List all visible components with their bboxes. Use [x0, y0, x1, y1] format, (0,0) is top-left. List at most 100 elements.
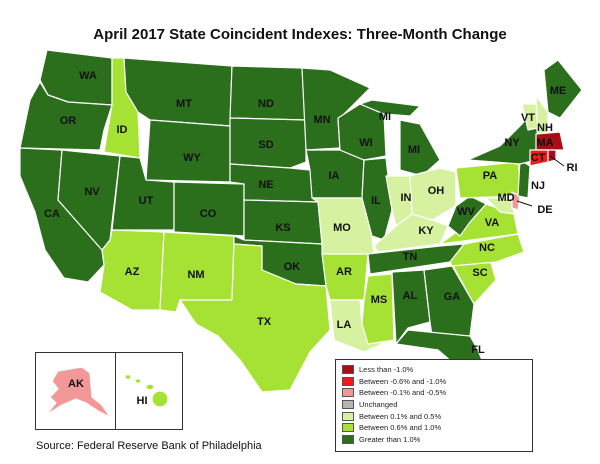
legend-item-unchanged: Unchanged: [342, 399, 526, 411]
label-mt: MT: [176, 98, 192, 110]
label-nc: NC: [479, 242, 495, 254]
label-mn: MN: [313, 114, 330, 126]
hawaii-island-big[interactable]: [151, 390, 169, 408]
label-in: IN: [401, 192, 412, 204]
hawaii-island-kauai[interactable]: [124, 373, 132, 381]
state-nd[interactable]: [229, 65, 307, 121]
label-nj: NJ: [531, 180, 545, 192]
label-ny: NY: [504, 137, 520, 149]
label-ct: CT: [531, 152, 546, 164]
label-vt: VT: [521, 112, 535, 124]
label-nm: NM: [187, 269, 204, 281]
hawaii-islands: [124, 373, 169, 408]
ri-leader-line: [549, 155, 565, 167]
legend-item-neg-06-to-neg-1: Between -0.6% and -1.0%: [342, 376, 526, 388]
label-nv: NV: [84, 186, 100, 198]
label-hi: HI: [137, 395, 148, 407]
state-mi-lower[interactable]: [399, 119, 441, 177]
label-la: LA: [337, 319, 352, 331]
legend-label: Between 0.6% and 1.0%: [359, 423, 442, 433]
label-wi: WI: [359, 137, 372, 149]
legend-label: Unchanged: [359, 400, 398, 410]
label-al: AL: [403, 290, 418, 302]
legend-swatch: [342, 376, 354, 386]
label-oh: OH: [428, 185, 445, 197]
label-ma: MA: [536, 137, 553, 149]
label-ia: IA: [329, 170, 340, 182]
state-ky[interactable]: [373, 213, 449, 253]
label-ri: RI: [567, 162, 578, 174]
label-il: IL: [371, 195, 381, 207]
state-nj[interactable]: [517, 159, 531, 199]
label-ks: KS: [275, 222, 290, 234]
hawaii-inset: HI: [115, 352, 183, 430]
legend-label: Less than -1.0%: [359, 365, 414, 375]
legend-swatch: [342, 434, 354, 444]
state-labels: WA OR CA NV ID MT WY UT CO AZ NM ND SD N…: [44, 70, 577, 356]
legend-label: Between -0.1% and -0.5%: [359, 388, 447, 398]
label-id: ID: [117, 124, 128, 136]
label-nh: NH: [537, 122, 553, 134]
state-ri[interactable]: [547, 149, 557, 163]
label-sd: SD: [258, 139, 273, 151]
map-title: April 2017 State Coincident Indexes: Thr…: [93, 26, 507, 43]
label-ok: OK: [284, 261, 301, 273]
legend-label: Between -0.6% and -1.0%: [359, 376, 447, 386]
hawaii-island-maui[interactable]: [145, 383, 155, 391]
state-md[interactable]: [485, 197, 515, 215]
label-va: VA: [485, 217, 500, 229]
label-co: CO: [200, 208, 217, 220]
label-ca: CA: [44, 208, 60, 220]
alaska-inset: AK: [35, 352, 117, 430]
state-ms[interactable]: [361, 273, 395, 345]
legend-swatch: [342, 423, 354, 433]
legend-label: Between 0.1% and 0.5%: [359, 411, 442, 421]
label-ne: NE: [258, 179, 273, 191]
legend-swatch: [342, 365, 354, 375]
label-az: AZ: [125, 266, 140, 278]
label-me: ME: [550, 85, 567, 97]
label-ga: GA: [444, 291, 461, 303]
state-me[interactable]: [543, 59, 583, 119]
label-ms: MS: [371, 294, 388, 306]
label-mi-upper: MI: [379, 111, 391, 123]
label-fl: FL: [471, 344, 485, 356]
de-leader-line: [516, 200, 533, 207]
map-legend: Less than -1.0% Between -0.6% and -1.0% …: [335, 359, 533, 452]
label-nd: ND: [258, 98, 274, 110]
source-note: Source: Federal Reserve Bank of Philadel…: [36, 440, 262, 452]
label-or: OR: [60, 115, 77, 127]
label-wv: WV: [457, 206, 475, 218]
state-mt[interactable]: [123, 57, 233, 127]
state-al[interactable]: [391, 269, 431, 345]
legend-item-06-to-1: Between 0.6% and 1.0%: [342, 422, 526, 434]
hawaii-island-oahu[interactable]: [134, 378, 142, 384]
state-ma[interactable]: [535, 131, 565, 151]
label-ky: KY: [418, 225, 434, 237]
label-de: DE: [537, 204, 552, 216]
legend-item-greater-than-1: Greater than 1.0%: [342, 434, 526, 446]
label-ar: AR: [336, 266, 352, 278]
state-nc[interactable]: [449, 233, 525, 267]
state-tx[interactable]: [179, 243, 331, 393]
legend-swatch: [342, 388, 354, 398]
state-or[interactable]: [19, 81, 113, 151]
state-mi[interactable]: [359, 99, 421, 117]
hawaii-map: HI: [124, 373, 169, 408]
legend-label: Greater than 1.0%: [359, 434, 421, 444]
label-md: MD: [497, 192, 514, 204]
legend-swatch: [342, 400, 354, 410]
legend-item-neg-01-to-neg-05: Between -0.1% and -0.5%: [342, 387, 526, 399]
label-sc: SC: [472, 267, 487, 279]
legend-item-01-to-05: Between 0.1% and 0.5%: [342, 410, 526, 422]
state-ak[interactable]: [45, 366, 111, 418]
state-wv[interactable]: [447, 195, 487, 237]
label-ak: AK: [68, 378, 84, 390]
label-tn: TN: [403, 251, 418, 263]
label-tx: TX: [257, 316, 272, 328]
label-ut: UT: [139, 195, 154, 207]
legend-item-less-than-neg-1: Less than -1.0%: [342, 364, 526, 376]
state-sd[interactable]: [229, 117, 307, 169]
legend-swatch: [342, 411, 354, 421]
label-wy: WY: [183, 152, 201, 164]
